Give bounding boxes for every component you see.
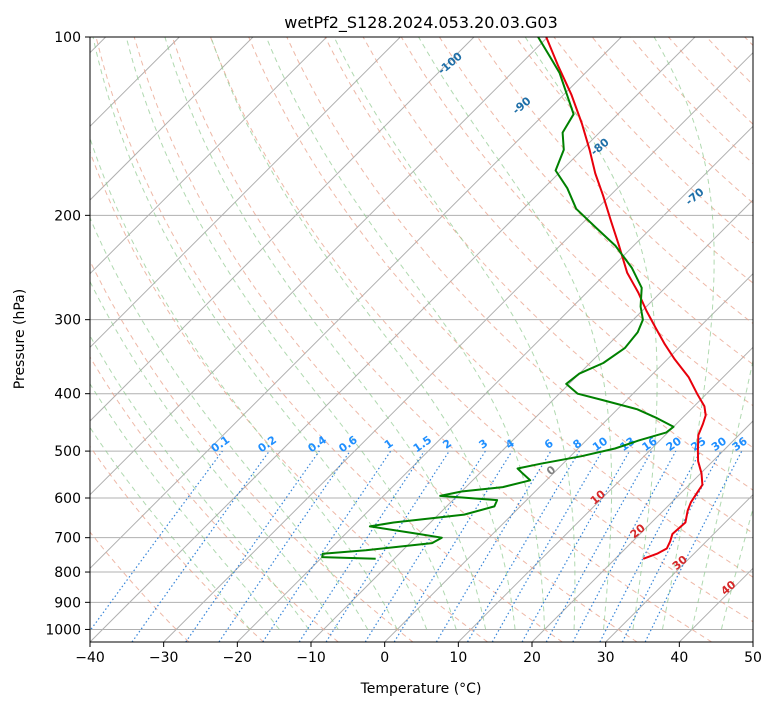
moist-adiabats xyxy=(90,37,753,630)
x-axis-title: Temperature (°C) xyxy=(360,681,482,697)
moist-adiabat-line xyxy=(92,37,428,630)
dry-adiabat-line xyxy=(90,150,488,642)
y-tick-label: 200 xyxy=(54,208,81,224)
isotherm-line xyxy=(90,37,328,275)
isotherm-line xyxy=(457,346,753,642)
x-tick-label: 40 xyxy=(670,650,688,666)
x-tick-label: 10 xyxy=(449,650,467,666)
plot-area: -100-90-80-70-60-50-40-30-20-100.10.20.4… xyxy=(90,37,753,642)
mixing-ratio-line xyxy=(90,450,223,632)
dry-adiabat-line xyxy=(210,37,753,623)
isotherm-line xyxy=(90,37,254,201)
y-tick-label: 600 xyxy=(54,491,81,507)
mixing-ratio-line xyxy=(218,450,351,642)
moist-adiabat-line xyxy=(524,37,658,630)
dry-adiabat-line xyxy=(515,37,753,284)
moist-adiabat-line xyxy=(125,37,457,630)
x-tick-label: −20 xyxy=(223,650,253,666)
isotherm-line xyxy=(384,272,753,642)
temperature-profile-line xyxy=(545,37,707,560)
y-tick-label: 1000 xyxy=(45,622,81,638)
mixing-ratio-line xyxy=(131,450,270,642)
x-tick-label: 20 xyxy=(523,650,541,666)
chart-title: wetPf2_S128.2024.053.20.03.G03 xyxy=(284,13,558,33)
moist-adiabat-line xyxy=(90,216,369,630)
isotherm-line xyxy=(163,51,753,642)
moist-adiabat-line xyxy=(653,37,715,630)
y-tick-label: 800 xyxy=(54,565,81,581)
y-tick-label: 400 xyxy=(54,387,81,403)
mixing-ratio-line xyxy=(298,450,425,642)
dry-adiabat-line xyxy=(90,445,264,642)
mixing-ratio-lines xyxy=(90,450,743,642)
mixing-ratio-line xyxy=(545,450,653,642)
x-tick-label: 0 xyxy=(380,650,389,666)
mixing-ratio-line xyxy=(262,450,392,642)
moist-adiabat-line xyxy=(90,426,251,630)
y-tick-label: 900 xyxy=(54,595,81,611)
dry-adiabat-line xyxy=(133,37,638,642)
mixing-ratio-line xyxy=(393,450,513,642)
dry-adiabat-line xyxy=(248,37,753,578)
moist-adiabat-line xyxy=(90,382,280,630)
plot-frame xyxy=(89,36,754,643)
dry-adiabat-line xyxy=(286,37,753,534)
moist-adiabat-line xyxy=(210,37,516,630)
isotherm-line xyxy=(90,37,475,422)
isotherm-line xyxy=(236,125,753,642)
isotherm-line xyxy=(90,37,696,642)
y-tick-label: 300 xyxy=(54,313,81,329)
x-tick-label: 50 xyxy=(744,650,762,666)
x-tick-label: 30 xyxy=(597,650,615,666)
moist-adiabat-line xyxy=(418,37,613,630)
moist-adiabat-line xyxy=(90,136,398,630)
dry-adiabat-line xyxy=(438,37,753,366)
y-tick-label: 700 xyxy=(54,531,81,547)
isotherm-line xyxy=(605,493,753,642)
x-tick-label: −10 xyxy=(296,650,326,666)
mixing-ratio-line xyxy=(325,450,450,642)
dry-adiabat-line xyxy=(90,531,190,642)
x-tick-label: −30 xyxy=(149,650,179,666)
isotherm-line xyxy=(90,37,401,349)
x-tick-label: −40 xyxy=(75,650,105,666)
mixing-ratio-line xyxy=(185,450,320,642)
dry-adiabat-line xyxy=(400,37,753,407)
dry-adiabat-line xyxy=(90,356,339,642)
mixing-ratio-line xyxy=(644,450,743,642)
isotherm-line xyxy=(90,37,549,496)
isotherm-line xyxy=(531,420,753,642)
skewed-isotherms xyxy=(90,37,753,642)
moist-adiabat-line xyxy=(265,37,546,630)
pressure-gridlines xyxy=(90,37,753,630)
dewpoint-profile-line xyxy=(321,37,675,560)
dry-adiabat-line xyxy=(90,259,414,642)
isotherm-line xyxy=(90,37,622,570)
mixing-ratio-line xyxy=(572,450,677,642)
mixing-ratio-line xyxy=(521,450,631,642)
y-tick-label: 500 xyxy=(54,444,81,460)
moist-adiabat-line xyxy=(333,37,576,630)
y-axis-title: Pressure (hPa) xyxy=(12,289,28,389)
sounding-series xyxy=(321,37,707,560)
x-axis: −40 −30 −20 −10 0 10 20 30 40 50 xyxy=(75,642,762,666)
y-tick-label: 100 xyxy=(54,30,81,46)
dry-adiabat-line xyxy=(95,37,563,642)
moist-adiabat-line xyxy=(164,37,487,630)
moist-adiabat-line xyxy=(691,358,753,630)
y-axis: 1000 900 800 700 600 500 400 300 200 100 xyxy=(45,30,90,638)
